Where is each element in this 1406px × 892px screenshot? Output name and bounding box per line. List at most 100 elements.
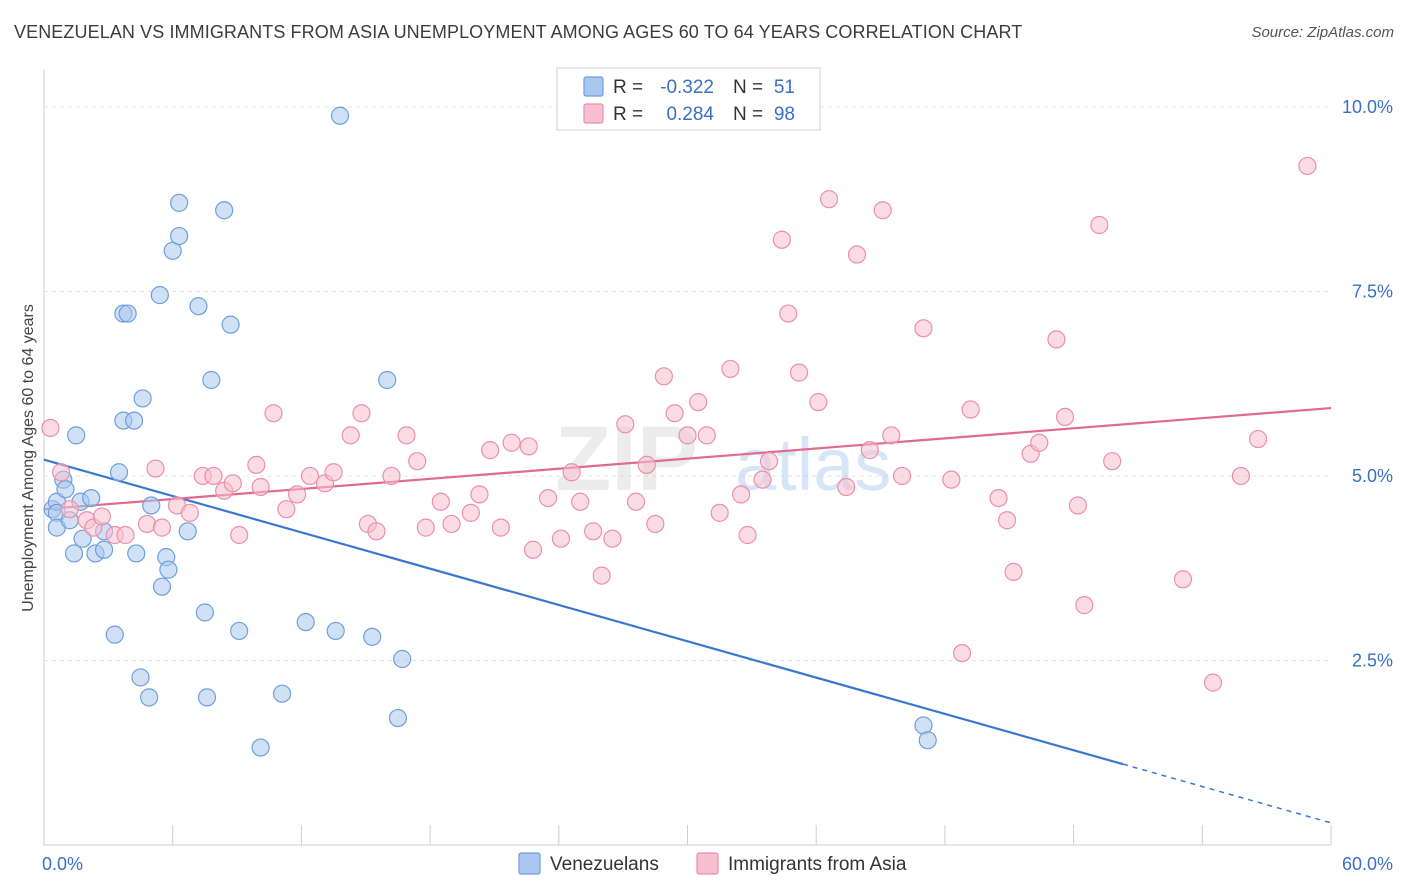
data-point-venezuelans bbox=[189, 297, 208, 316]
data-point-immigrants-from-asia bbox=[678, 426, 697, 445]
data-point-immigrants-from-asia bbox=[738, 525, 757, 545]
data-point-immigrants-from-asia bbox=[152, 518, 172, 537]
data-point-immigrants-from-asia bbox=[92, 507, 112, 526]
data-point-immigrants-from-asia bbox=[1047, 330, 1066, 349]
data-point-venezuelans bbox=[118, 304, 137, 323]
data-point-immigrants-from-asia bbox=[697, 426, 716, 445]
legend-n-value: 98 bbox=[774, 104, 795, 125]
data-point-immigrants-from-asia bbox=[789, 363, 809, 382]
data-point-venezuelans bbox=[150, 286, 169, 305]
data-point-immigrants-from-asia bbox=[382, 466, 401, 486]
data-point-immigrants-from-asia bbox=[592, 566, 611, 585]
y-tick-label: 5.0% bbox=[1352, 466, 1393, 486]
legend-swatch-venezuelans bbox=[518, 852, 541, 875]
data-point-immigrants-from-asia bbox=[837, 477, 856, 497]
data-point-venezuelans bbox=[197, 688, 217, 707]
data-point-immigrants-from-asia bbox=[882, 426, 901, 445]
data-point-immigrants-from-asia bbox=[1030, 433, 1049, 452]
source-credit: Source: ZipAtlas.com bbox=[1251, 24, 1394, 41]
data-point-venezuelans bbox=[67, 426, 86, 445]
data-point-venezuelans bbox=[73, 529, 92, 548]
trend-line-venezuelans-extension bbox=[1122, 763, 1332, 824]
data-point-venezuelans bbox=[330, 106, 350, 125]
series-venezuelans bbox=[43, 106, 937, 757]
data-point-immigrants-from-asia bbox=[1231, 466, 1251, 486]
data-point-immigrants-from-asia bbox=[952, 643, 972, 663]
data-point-immigrants-from-asia bbox=[914, 319, 933, 338]
data-point-immigrants-from-asia bbox=[523, 540, 543, 559]
data-point-immigrants-from-asia bbox=[1248, 429, 1268, 449]
data-point-immigrants-from-asia bbox=[753, 470, 772, 489]
data-point-immigrants-from-asia bbox=[416, 518, 435, 537]
data-point-immigrants-from-asia bbox=[223, 474, 242, 493]
data-point-immigrants-from-asia bbox=[646, 514, 665, 534]
data-point-immigrants-from-asia bbox=[491, 518, 510, 537]
data-point-immigrants-from-asia bbox=[481, 441, 500, 460]
data-point-immigrants-from-asia bbox=[562, 463, 581, 482]
data-point-immigrants-from-asia bbox=[1298, 156, 1317, 176]
data-point-immigrants-from-asia bbox=[721, 359, 740, 379]
data-point-immigrants-from-asia bbox=[251, 477, 270, 497]
legend-r-value: -0.322 bbox=[660, 77, 714, 98]
data-point-immigrants-from-asia bbox=[772, 230, 791, 249]
data-point-immigrants-from-asia bbox=[519, 437, 538, 456]
data-point-immigrants-from-asia bbox=[584, 522, 603, 541]
data-point-immigrants-from-asia bbox=[637, 455, 656, 474]
data-point-immigrants-from-asia bbox=[247, 455, 266, 474]
data-point-immigrants-from-asia bbox=[442, 514, 461, 534]
data-point-immigrants-from-asia bbox=[146, 459, 165, 478]
legend-label-immigrants-from-asia: Immigrants from Asia bbox=[728, 854, 907, 875]
data-point-venezuelans bbox=[195, 603, 214, 622]
data-point-immigrants-from-asia bbox=[779, 304, 798, 323]
grid-lines bbox=[44, 106, 1331, 661]
data-point-venezuelans bbox=[109, 463, 129, 482]
data-point-immigrants-from-asia bbox=[470, 485, 489, 504]
data-point-immigrants-from-asia bbox=[300, 466, 320, 486]
data-point-immigrants-from-asia bbox=[1004, 562, 1023, 582]
data-point-venezuelans bbox=[215, 201, 234, 220]
data-point-venezuelans bbox=[326, 621, 345, 641]
data-point-immigrants-from-asia bbox=[137, 514, 157, 534]
legend-label-venezuelans: Venezuelans bbox=[550, 854, 659, 875]
data-point-immigrants-from-asia bbox=[603, 529, 622, 548]
data-point-venezuelans bbox=[230, 621, 249, 641]
data-point-immigrants-from-asia bbox=[180, 503, 199, 522]
y-tick-label: 7.5% bbox=[1352, 281, 1393, 301]
data-point-venezuelans bbox=[82, 488, 101, 508]
data-point-immigrants-from-asia bbox=[626, 492, 646, 511]
watermark-atlas: atlas bbox=[735, 423, 891, 506]
data-point-venezuelans bbox=[159, 560, 178, 579]
data-point-venezuelans bbox=[251, 738, 270, 757]
data-point-venezuelans bbox=[178, 522, 197, 541]
data-point-immigrants-from-asia bbox=[431, 492, 450, 511]
data-point-venezuelans bbox=[124, 411, 144, 430]
data-point-immigrants-from-asia bbox=[847, 245, 867, 264]
tick-labels: 2.5% 5.0% 7.5% 10.0% 0.0% 60.0% bbox=[42, 97, 1393, 874]
series-legend: Venezuelans Immigrants from Asia bbox=[518, 852, 907, 875]
data-point-immigrants-from-asia bbox=[809, 393, 828, 412]
data-point-venezuelans bbox=[202, 370, 221, 390]
data-point-immigrants-from-asia bbox=[324, 463, 343, 482]
data-point-venezuelans bbox=[152, 577, 172, 596]
data-point-venezuelans bbox=[64, 544, 84, 563]
data-point-immigrants-from-asia bbox=[759, 452, 779, 471]
data-point-immigrants-from-asia bbox=[689, 393, 708, 412]
data-point-immigrants-from-asia bbox=[367, 522, 386, 541]
y-tick-label: 10.0% bbox=[1342, 97, 1393, 117]
data-point-venezuelans bbox=[378, 370, 397, 390]
legend-r-label: R = bbox=[613, 104, 643, 125]
data-point-venezuelans bbox=[127, 544, 146, 563]
data-point-immigrants-from-asia bbox=[998, 511, 1017, 530]
data-point-immigrants-from-asia bbox=[654, 367, 674, 386]
data-point-immigrants-from-asia bbox=[732, 485, 751, 504]
data-point-immigrants-from-asia bbox=[1055, 407, 1075, 427]
legend-n-label: N = bbox=[733, 104, 763, 125]
data-point-immigrants-from-asia bbox=[277, 500, 296, 519]
y-axis-label: Unemployment Among Ages 60 to 64 years bbox=[20, 304, 37, 612]
data-point-venezuelans bbox=[140, 688, 159, 707]
data-point-immigrants-from-asia bbox=[461, 503, 480, 522]
data-point-venezuelans bbox=[56, 480, 75, 499]
chart-title: VENEZUELAN VS IMMIGRANTS FROM ASIA UNEMP… bbox=[14, 22, 1023, 42]
data-point-immigrants-from-asia bbox=[264, 404, 283, 423]
data-point-immigrants-from-asia bbox=[571, 492, 590, 511]
